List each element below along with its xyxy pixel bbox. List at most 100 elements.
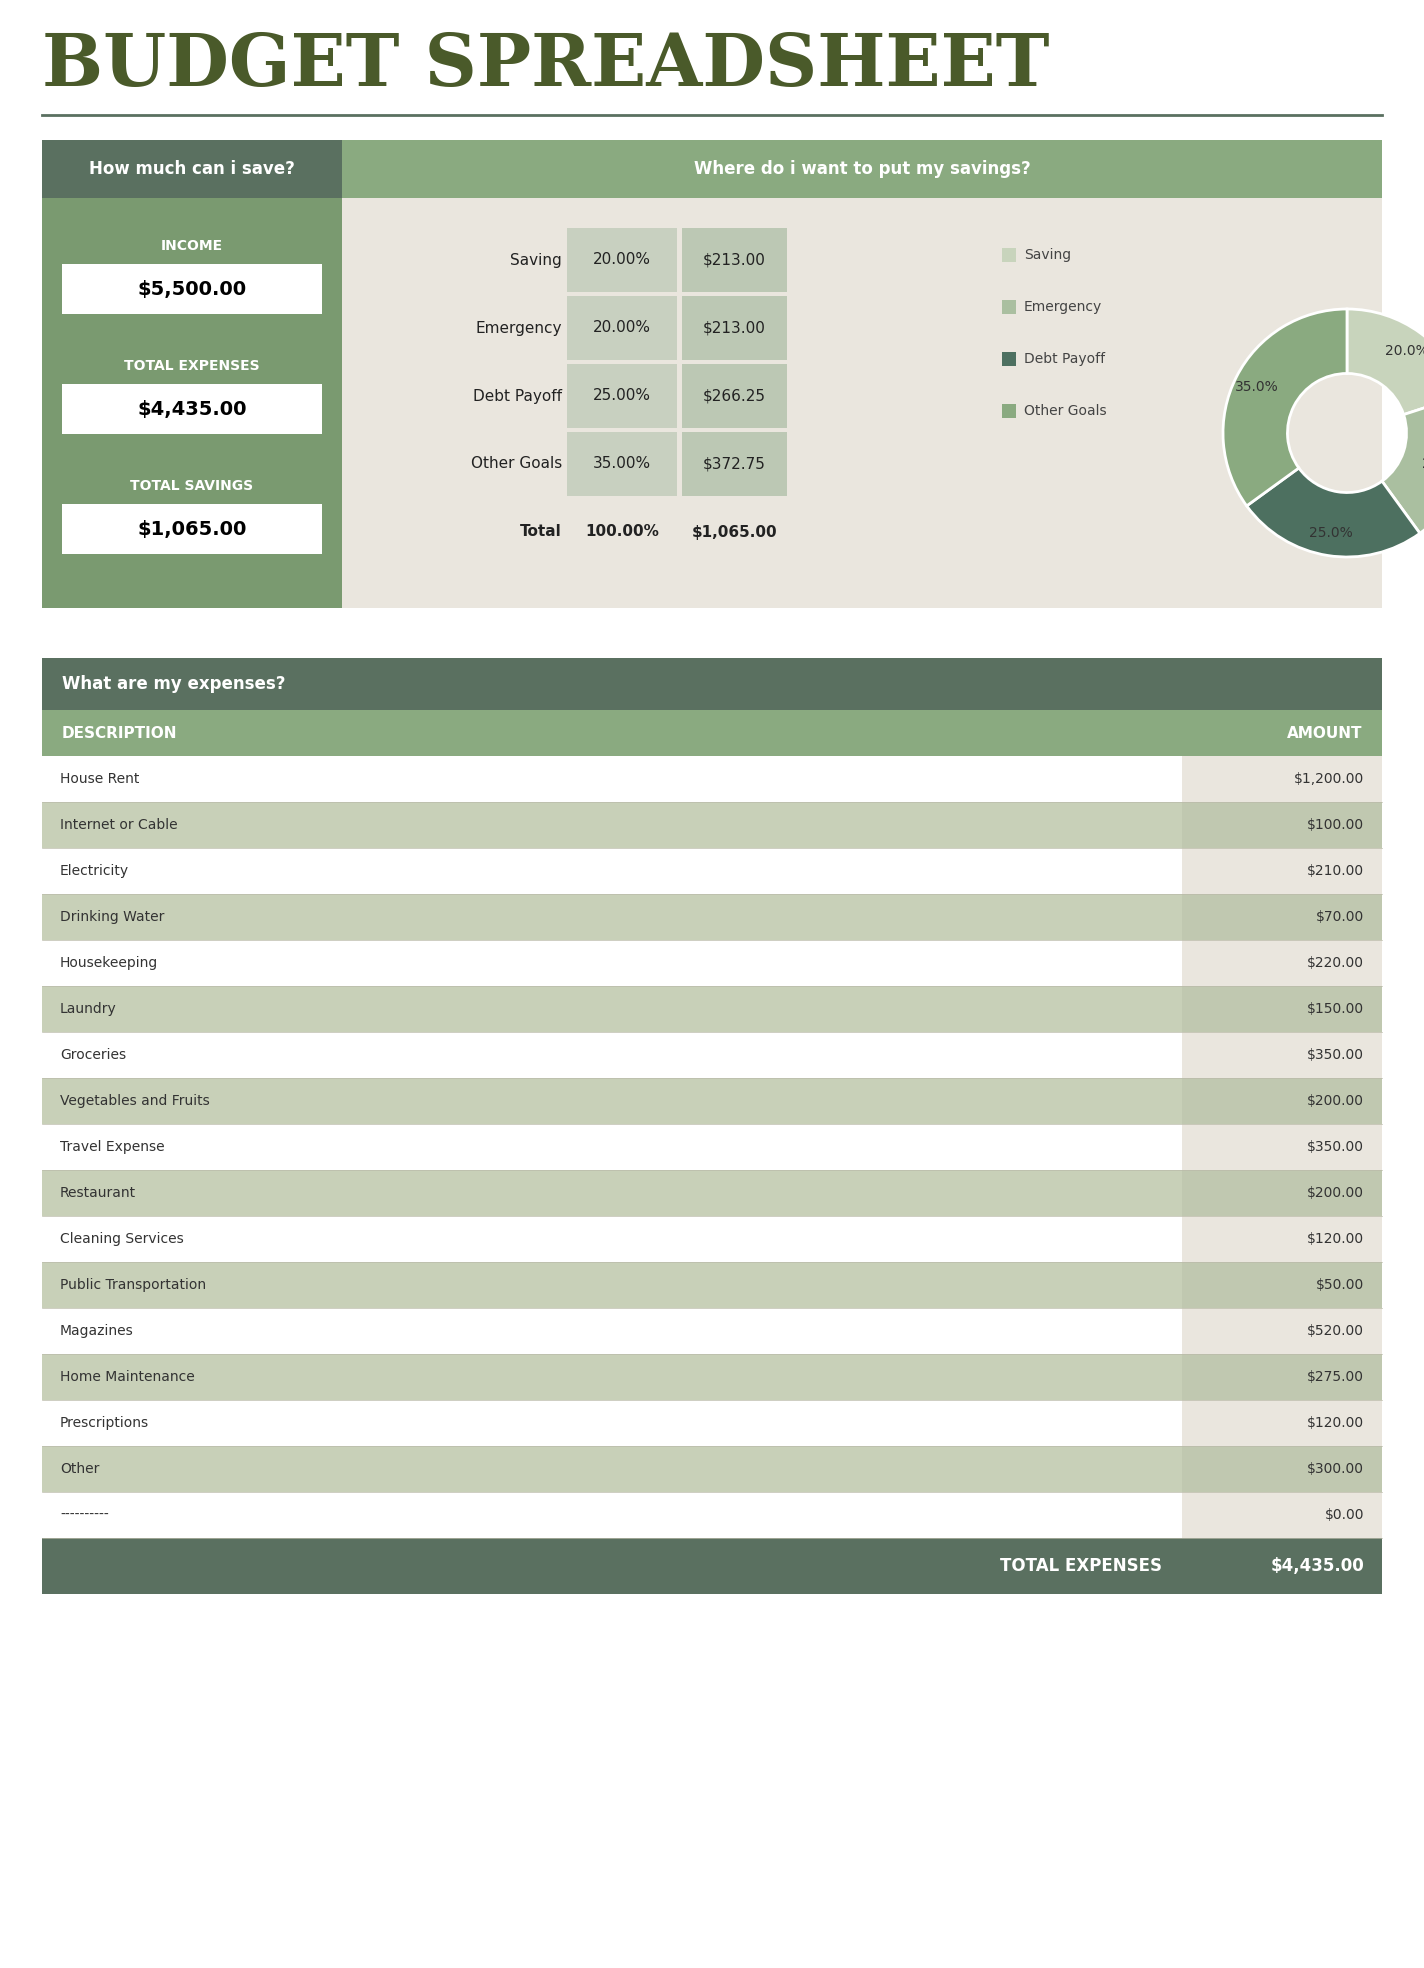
Text: Laundry: Laundry — [60, 1002, 117, 1015]
Bar — [1182, 1446, 1383, 1492]
Wedge shape — [1347, 309, 1424, 415]
Bar — [682, 295, 787, 360]
Bar — [41, 803, 1182, 848]
Text: $372.75: $372.75 — [703, 457, 766, 472]
Bar — [1182, 986, 1383, 1031]
Bar — [567, 228, 676, 291]
Bar — [1002, 403, 1015, 417]
Bar — [41, 657, 1383, 710]
Text: Other Goals: Other Goals — [1024, 403, 1106, 417]
Bar — [41, 941, 1182, 986]
Bar — [1182, 710, 1383, 756]
Text: Electricity: Electricity — [60, 864, 130, 878]
Text: 20.0%: 20.0% — [1386, 344, 1424, 358]
Text: Debt Payoff: Debt Payoff — [1024, 352, 1105, 366]
Bar — [1182, 1399, 1383, 1446]
Bar — [1182, 756, 1383, 803]
Bar — [1182, 1261, 1383, 1309]
Text: $120.00: $120.00 — [1307, 1417, 1364, 1431]
Text: Debt Payoff: Debt Payoff — [473, 388, 562, 403]
Text: $120.00: $120.00 — [1307, 1232, 1364, 1246]
Bar — [342, 140, 1383, 199]
Bar — [1182, 1078, 1383, 1124]
Text: Saving: Saving — [510, 252, 562, 268]
Text: AMOUNT: AMOUNT — [1286, 726, 1361, 740]
Bar — [41, 1492, 1182, 1539]
Bar — [1182, 1171, 1383, 1216]
Text: Drinking Water: Drinking Water — [60, 909, 164, 925]
Text: Saving: Saving — [1024, 248, 1071, 262]
Text: $520.00: $520.00 — [1307, 1324, 1364, 1338]
Text: 35.0%: 35.0% — [1235, 380, 1279, 394]
Text: $200.00: $200.00 — [1307, 1094, 1364, 1108]
Text: Internet or Cable: Internet or Cable — [60, 819, 178, 832]
Text: DESCRIPTION: DESCRIPTION — [63, 726, 178, 740]
Bar — [1182, 1492, 1383, 1539]
Text: Total: Total — [520, 525, 562, 539]
Bar — [1182, 1124, 1383, 1171]
Text: $50.00: $50.00 — [1316, 1277, 1364, 1293]
Bar — [567, 295, 676, 360]
Text: Emergency: Emergency — [476, 321, 562, 335]
Text: 20.00%: 20.00% — [592, 321, 651, 335]
Bar — [1182, 1354, 1383, 1399]
Text: Emergency: Emergency — [1024, 299, 1102, 315]
Text: TOTAL SAVINGS: TOTAL SAVINGS — [131, 478, 253, 494]
Bar — [682, 364, 787, 427]
Text: $70.00: $70.00 — [1316, 909, 1364, 925]
Bar — [41, 1261, 1182, 1309]
Text: Home Maintenance: Home Maintenance — [60, 1370, 195, 1384]
Bar — [41, 1124, 1182, 1171]
Bar — [1002, 352, 1015, 366]
Text: Groceries: Groceries — [60, 1049, 127, 1063]
Text: Vegetables and Fruits: Vegetables and Fruits — [60, 1094, 209, 1108]
Bar — [41, 1354, 1182, 1399]
Wedge shape — [1381, 396, 1424, 533]
Text: $213.00: $213.00 — [703, 321, 766, 335]
Bar — [342, 199, 1383, 608]
Bar — [41, 1446, 1182, 1492]
Text: Restaurant: Restaurant — [60, 1187, 137, 1200]
Bar — [41, 710, 1182, 756]
Text: BUDGET SPREADSHEET: BUDGET SPREADSHEET — [41, 30, 1049, 100]
Text: $1,065.00: $1,065.00 — [692, 525, 778, 539]
Text: 20.00%: 20.00% — [592, 252, 651, 268]
Wedge shape — [1246, 468, 1420, 557]
Text: $350.00: $350.00 — [1307, 1139, 1364, 1153]
Text: How much can i save?: How much can i save? — [90, 159, 295, 177]
Text: House Rent: House Rent — [60, 771, 140, 785]
Bar — [1182, 803, 1383, 848]
Bar — [1182, 1031, 1383, 1078]
Text: Cleaning Services: Cleaning Services — [60, 1232, 184, 1246]
Text: TOTAL EXPENSES: TOTAL EXPENSES — [1000, 1557, 1162, 1574]
Text: 25.0%: 25.0% — [1309, 525, 1353, 541]
Text: Magazines: Magazines — [60, 1324, 134, 1338]
Text: $150.00: $150.00 — [1307, 1002, 1364, 1015]
Text: $4,435.00: $4,435.00 — [1270, 1557, 1364, 1574]
Bar — [1182, 1309, 1383, 1354]
Text: Other Goals: Other Goals — [471, 457, 562, 472]
Bar — [41, 1216, 1182, 1261]
Bar — [682, 228, 787, 291]
Text: Other: Other — [60, 1462, 100, 1476]
Text: $210.00: $210.00 — [1307, 864, 1364, 878]
Bar — [63, 264, 322, 315]
Text: INCOME: INCOME — [161, 238, 224, 254]
Text: $220.00: $220.00 — [1307, 956, 1364, 970]
Text: $1,065.00: $1,065.00 — [137, 520, 246, 539]
Bar — [41, 848, 1182, 893]
Text: What are my expenses?: What are my expenses? — [63, 675, 285, 693]
Text: $213.00: $213.00 — [703, 252, 766, 268]
Text: $266.25: $266.25 — [703, 388, 766, 403]
Bar — [63, 384, 322, 435]
Text: Housekeeping: Housekeeping — [60, 956, 158, 970]
Bar — [41, 1078, 1182, 1124]
Bar — [1182, 893, 1383, 941]
Bar — [41, 986, 1182, 1031]
Bar — [1002, 299, 1015, 315]
Bar — [682, 433, 787, 496]
Text: $100.00: $100.00 — [1307, 819, 1364, 832]
Bar — [41, 1031, 1182, 1078]
Wedge shape — [1223, 309, 1347, 506]
Bar — [63, 504, 322, 555]
